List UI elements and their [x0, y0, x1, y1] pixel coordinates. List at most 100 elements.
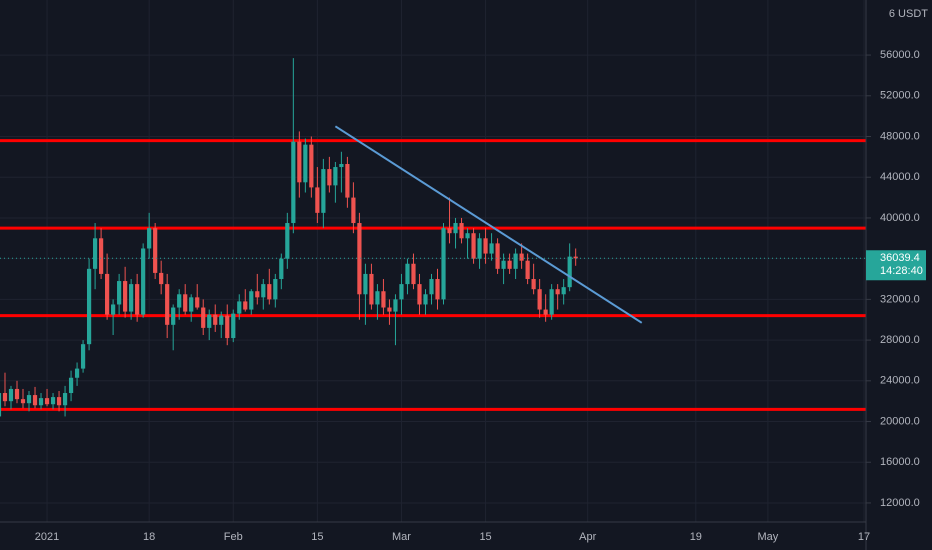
- candle-body: [543, 309, 548, 315]
- y-tick-label: 16000.0: [880, 456, 920, 468]
- candle-body: [411, 263, 416, 285]
- candle-body: [453, 223, 458, 234]
- candle-body: [339, 163, 344, 168]
- candle-body: [549, 289, 554, 315]
- candle-body: [477, 238, 482, 259]
- candle-body: [2, 393, 8, 402]
- candle-body: [561, 287, 566, 295]
- candle-body: [62, 393, 68, 406]
- y-tick-label: 56000.0: [880, 49, 920, 61]
- candle-body: [74, 368, 80, 378]
- y-tick-label: 44000.0: [880, 171, 920, 183]
- candle-body: [381, 291, 386, 308]
- countdown-label: 14:28:40: [880, 265, 923, 277]
- candle-body: [495, 243, 500, 269]
- trend-line: [334, 125, 643, 324]
- x-tick-label: 15: [311, 531, 323, 543]
- candle-body: [159, 272, 164, 285]
- candle-body: [135, 284, 140, 315]
- candle-body: [369, 273, 374, 305]
- y-tick-label: 12000.0: [880, 497, 920, 509]
- axes: 12000.0 16000.0 20000.0 24000.0 28000.0 32000…: [35, 49, 926, 543]
- candle-body: [321, 169, 326, 213]
- candle-body: [285, 223, 290, 259]
- candle-body: [249, 291, 254, 310]
- candle-body: [513, 253, 518, 269]
- candle-body: [255, 291, 260, 298]
- y-tick-label: 48000.0: [880, 130, 920, 142]
- candle-body: [8, 388, 14, 402]
- price-label-box: [866, 250, 926, 281]
- candle-body: [531, 279, 536, 290]
- y-tick-label: 52000.0: [880, 90, 920, 102]
- x-tick-label: 17: [858, 531, 870, 543]
- candle-body: [117, 281, 122, 305]
- candle-body: [56, 397, 62, 406]
- candle-body: [171, 307, 176, 325]
- candle-body: [297, 141, 302, 183]
- x-tick-label: Feb: [224, 531, 243, 543]
- candle-body: [189, 297, 194, 312]
- candle-body: [393, 299, 398, 312]
- candle-body: [195, 297, 200, 308]
- candle-body: [363, 273, 368, 295]
- y-tick-label: 40000.0: [880, 212, 920, 224]
- candle-body: [105, 273, 110, 315]
- candle-body: [147, 228, 152, 249]
- candle-body: [555, 289, 560, 295]
- candle-body: [177, 294, 182, 308]
- candle-body: [303, 144, 308, 183]
- x-tick-label: 19: [690, 531, 702, 543]
- candle-body: [387, 307, 392, 312]
- candle-body: [423, 294, 428, 305]
- y-tick-label: 20000.0: [880, 415, 920, 427]
- candles: [0, 58, 578, 417]
- candle-body: [213, 314, 218, 325]
- candle-body: [141, 248, 146, 315]
- candle-body: [44, 398, 50, 405]
- candle-body: [92, 238, 98, 269]
- overlays: [0, 125, 866, 324]
- candle-body: [231, 313, 236, 339]
- y-tick-label: 24000.0: [880, 375, 920, 387]
- x-tick-label: 2021: [35, 531, 59, 543]
- candle-body: [273, 279, 278, 300]
- candle-body: [123, 281, 128, 312]
- candle-body: [537, 289, 542, 310]
- levels: [0, 139, 866, 411]
- candle-body: [50, 397, 56, 405]
- candle-body: [351, 197, 356, 224]
- candle-body: [86, 268, 92, 345]
- candle-body: [333, 167, 338, 186]
- candle-body: [519, 253, 524, 261]
- currency-label: 6 USDT: [889, 8, 928, 20]
- candle-body: [465, 233, 470, 239]
- candle-body: [237, 301, 242, 314]
- candle-body: [14, 388, 20, 400]
- candle-body: [219, 315, 224, 325]
- candle-body: [153, 228, 158, 273]
- candle-body: [20, 399, 26, 404]
- candle-body: [38, 398, 44, 406]
- candle-body: [183, 294, 188, 312]
- candle-body: [501, 260, 506, 269]
- candle-body: [98, 238, 104, 274]
- candle-body: [261, 284, 266, 298]
- candle-body: [32, 395, 38, 406]
- x-tick-label: May: [758, 531, 779, 543]
- candle-body: [68, 377, 74, 394]
- candle-body: [207, 314, 212, 328]
- candle-body: [201, 307, 206, 328]
- candle-body: [26, 395, 32, 404]
- price-label: 36039.4: [880, 252, 920, 264]
- candle-body: [405, 263, 410, 285]
- candle-body: [525, 260, 530, 280]
- candle-body: [315, 187, 320, 213]
- x-tick-label: 18: [143, 531, 155, 543]
- candle-body: [375, 291, 380, 305]
- candle-body: [165, 284, 170, 325]
- candle-body: [279, 258, 284, 280]
- candle-body: [243, 301, 248, 310]
- candle-body: [447, 228, 452, 234]
